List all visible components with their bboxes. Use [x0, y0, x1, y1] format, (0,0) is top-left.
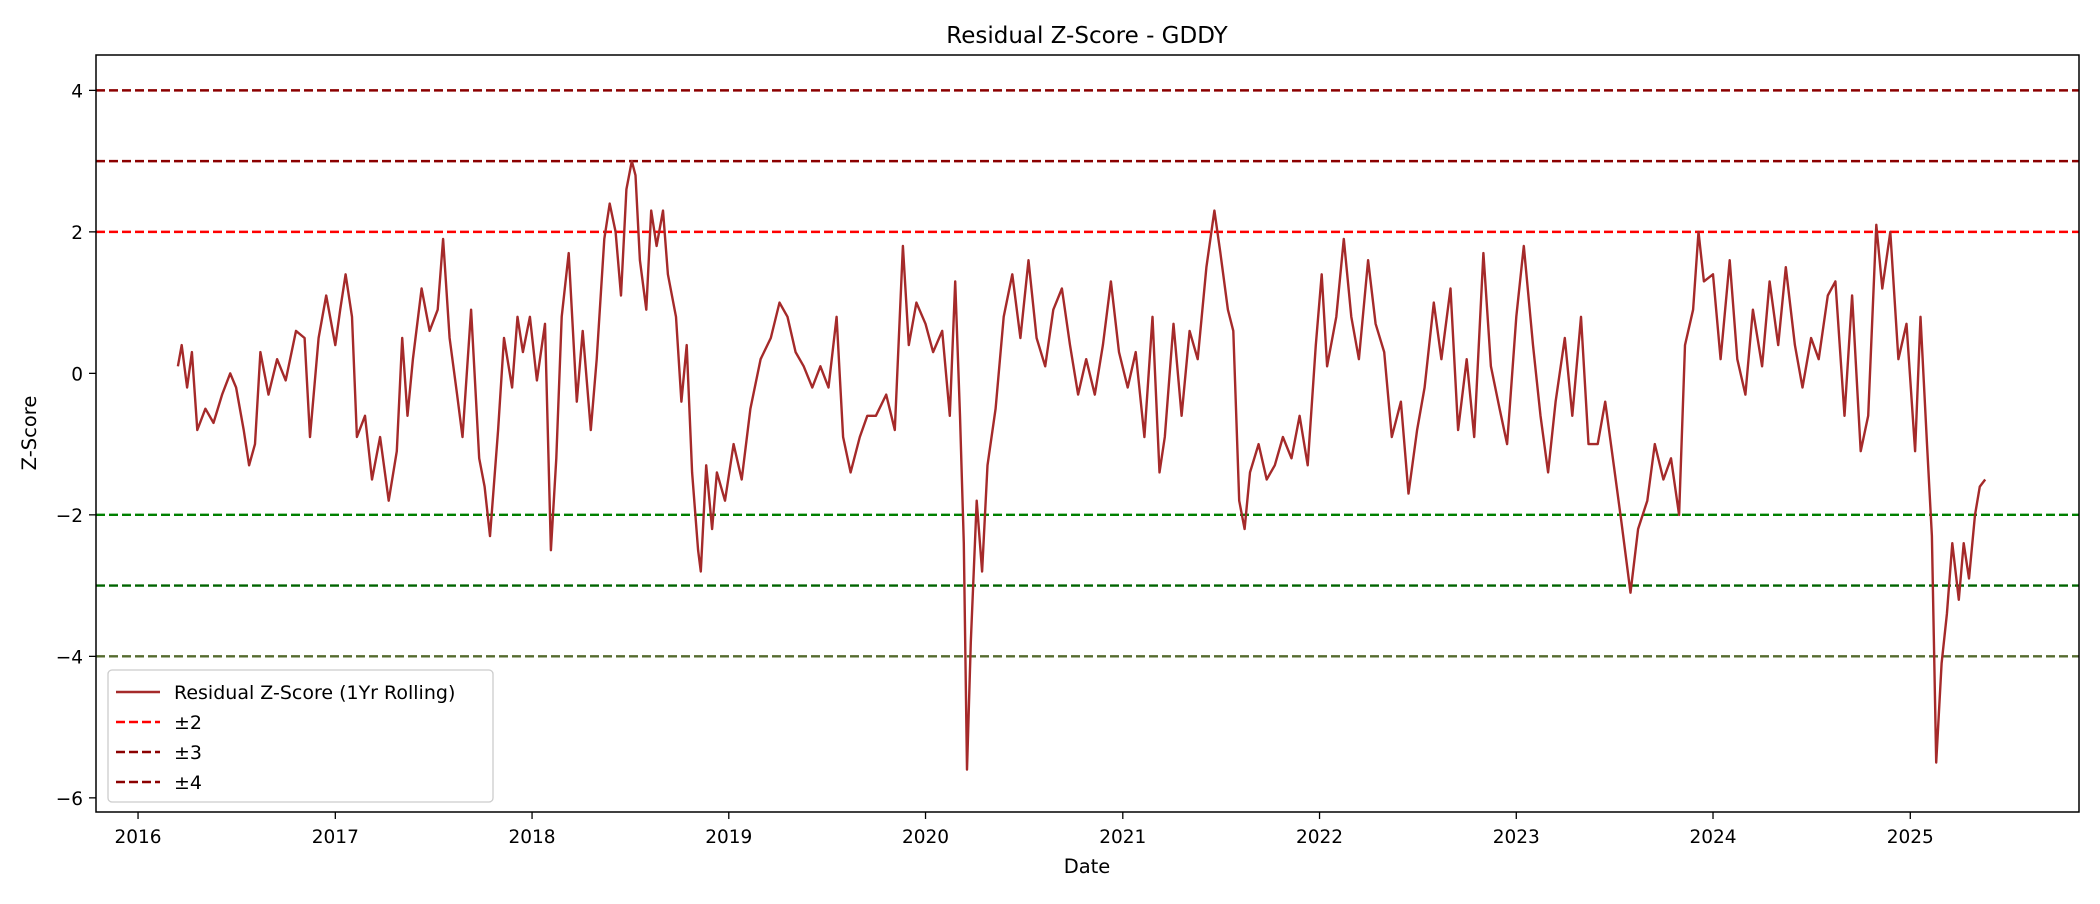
- x-tick-label: 2020: [902, 827, 949, 848]
- x-tick-label: 2023: [1493, 827, 1540, 848]
- y-tick-label: 2: [71, 223, 83, 244]
- x-tick-label: 2024: [1689, 827, 1736, 848]
- x-tick-label: 2018: [509, 827, 556, 848]
- plot-frame: [95, 54, 2080, 813]
- y-tick-label: −4: [56, 647, 83, 668]
- legend-label: ±3: [174, 742, 202, 764]
- x-tick-label: 2016: [114, 827, 161, 848]
- x-axis: 2016 2017 2018 2019 2020 2021 2022 2023 2024 2025: [114, 812, 1934, 848]
- legend-label: ±2: [174, 712, 202, 734]
- x-axis-label: Date: [1064, 855, 1111, 878]
- y-axis-label: Z-Score: [18, 396, 41, 471]
- legend-label: ±4: [174, 772, 202, 794]
- x-tick-label: 2022: [1296, 827, 1343, 848]
- series-line: [176, 159, 1987, 771]
- y-tick-label: 4: [71, 81, 83, 102]
- y-tick-label: −2: [56, 506, 83, 527]
- legend: Residual Z-Score (1Yr Rolling) ±2 ±3 ±4: [107, 669, 494, 803]
- x-tick-label: 2017: [312, 827, 359, 848]
- y-tick-label: −6: [56, 789, 83, 810]
- legend-label: Residual Z-Score (1Yr Rolling): [174, 682, 455, 704]
- y-axis: 4 2 0 −2 −4 −6: [56, 81, 96, 810]
- x-tick-label: 2021: [1099, 827, 1146, 848]
- chart-title: Residual Z-Score - GDDY: [946, 23, 1228, 49]
- series-layer: [176, 159, 1987, 771]
- x-tick-label: 2019: [705, 827, 752, 848]
- reference-lines: [96, 89, 2079, 658]
- y-tick-label: 0: [71, 364, 83, 385]
- legend-box: [107, 669, 494, 803]
- x-tick-label: 2025: [1887, 827, 1934, 848]
